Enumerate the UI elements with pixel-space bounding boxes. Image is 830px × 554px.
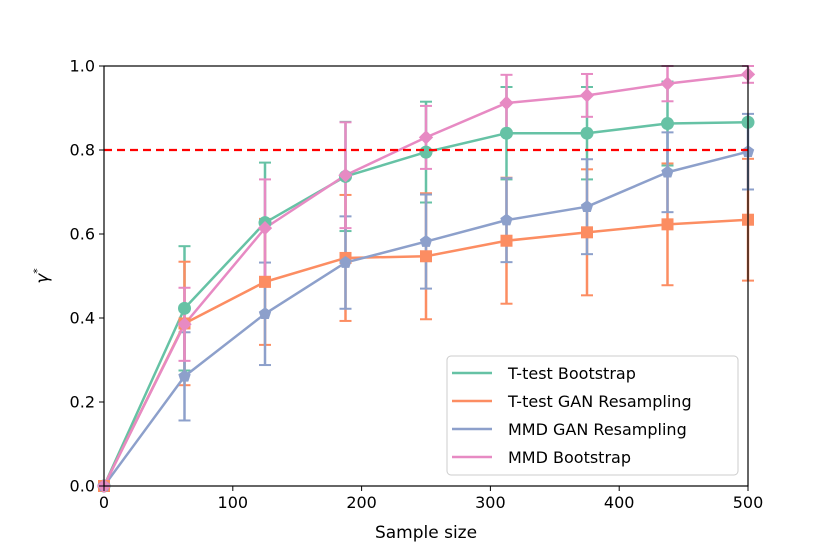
y-tick-label: 0.0 <box>70 477 95 496</box>
t-test-bootstrap-point-6 <box>580 126 594 140</box>
mmd-gan-resampling-point-6 <box>580 200 594 212</box>
t-test-bootstrap-point-4 <box>419 145 433 159</box>
mmd-gan-resampling-point-4 <box>419 235 433 247</box>
x-tick-label: 0 <box>99 493 109 512</box>
legend-item-mmd-bootstrap: MMD Bootstrap <box>452 448 631 467</box>
mmd-bootstrap-point-7 <box>660 76 675 91</box>
legend-box <box>446 355 739 476</box>
mmd-bootstrap-point-1 <box>177 317 192 332</box>
mmd-bootstrap-point-3 <box>338 168 353 183</box>
x-axis-label: Sample size <box>375 523 477 543</box>
y-axis-label-sup: * <box>31 268 44 274</box>
x-tick-label: 300 <box>475 493 506 512</box>
t-test-gan-resampling-point-5 <box>500 234 513 247</box>
y-tick-label: 1.0 <box>70 57 95 76</box>
legend-label: T-test GAN Resampling <box>507 392 692 411</box>
y-axis-label-base: γ <box>33 273 53 284</box>
legend-item-t-test-bootstrap: T-test Bootstrap <box>452 364 636 383</box>
legend-label: MMD Bootstrap <box>508 448 631 467</box>
mmd-bootstrap-point-6 <box>579 88 595 103</box>
t-test-gan-resampling-point-6 <box>581 226 593 239</box>
mmd-gan-resampling-point-7 <box>661 165 674 178</box>
mmd-gan-resampling-point-5 <box>500 213 513 226</box>
t-test-gan-resampling-point-4 <box>420 250 432 263</box>
legend-item-mmd-gan-resampling: MMD GAN Resampling <box>452 420 687 439</box>
mmd-gan-resampling-point-3 <box>339 256 352 268</box>
t-test-bootstrap-point-5 <box>500 126 513 140</box>
legend: T-test Bootstrap T-test GAN Resampling MMD… <box>446 355 739 476</box>
x-tick-label: 400 <box>604 493 635 512</box>
mmd-bootstrap-point-4 <box>418 130 434 145</box>
y-tick-label: 0.2 <box>70 393 95 412</box>
t-test-gan-resampling-point-7 <box>661 218 674 231</box>
t-test-gan-resampling-point-2 <box>259 275 271 288</box>
axes-frame <box>103 65 749 487</box>
t-test-bootstrap-point-1 <box>178 301 191 315</box>
x-tick-label: 500 <box>733 493 764 512</box>
legend-label: T-test Bootstrap <box>507 364 636 383</box>
legend-item-t-test-gan-resampling: T-test GAN Resampling <box>452 392 692 411</box>
y-tick-label: 0.8 <box>70 141 95 160</box>
mmd-gan-resampling-point-2 <box>258 307 272 320</box>
mmd-bootstrap-point-5 <box>499 95 514 111</box>
t-test-bootstrap-point-7 <box>661 117 674 131</box>
y-tick-label: 0.4 <box>70 309 95 328</box>
axes: 0 100 200 300 400 500 0.0 0.2 0.4 0.6 0.8 1.0 <box>70 57 764 513</box>
x-tick-label: 100 <box>218 493 249 512</box>
y-tick-label: 0.6 <box>70 225 95 244</box>
legend-label: MMD GAN Resampling <box>508 420 687 439</box>
mmd-gan-resampling-point-1 <box>178 369 191 382</box>
y-axis-label: γ* <box>31 268 53 284</box>
mmd-bootstrap-point-2 <box>257 220 273 236</box>
x-tick-label: 200 <box>346 493 377 512</box>
